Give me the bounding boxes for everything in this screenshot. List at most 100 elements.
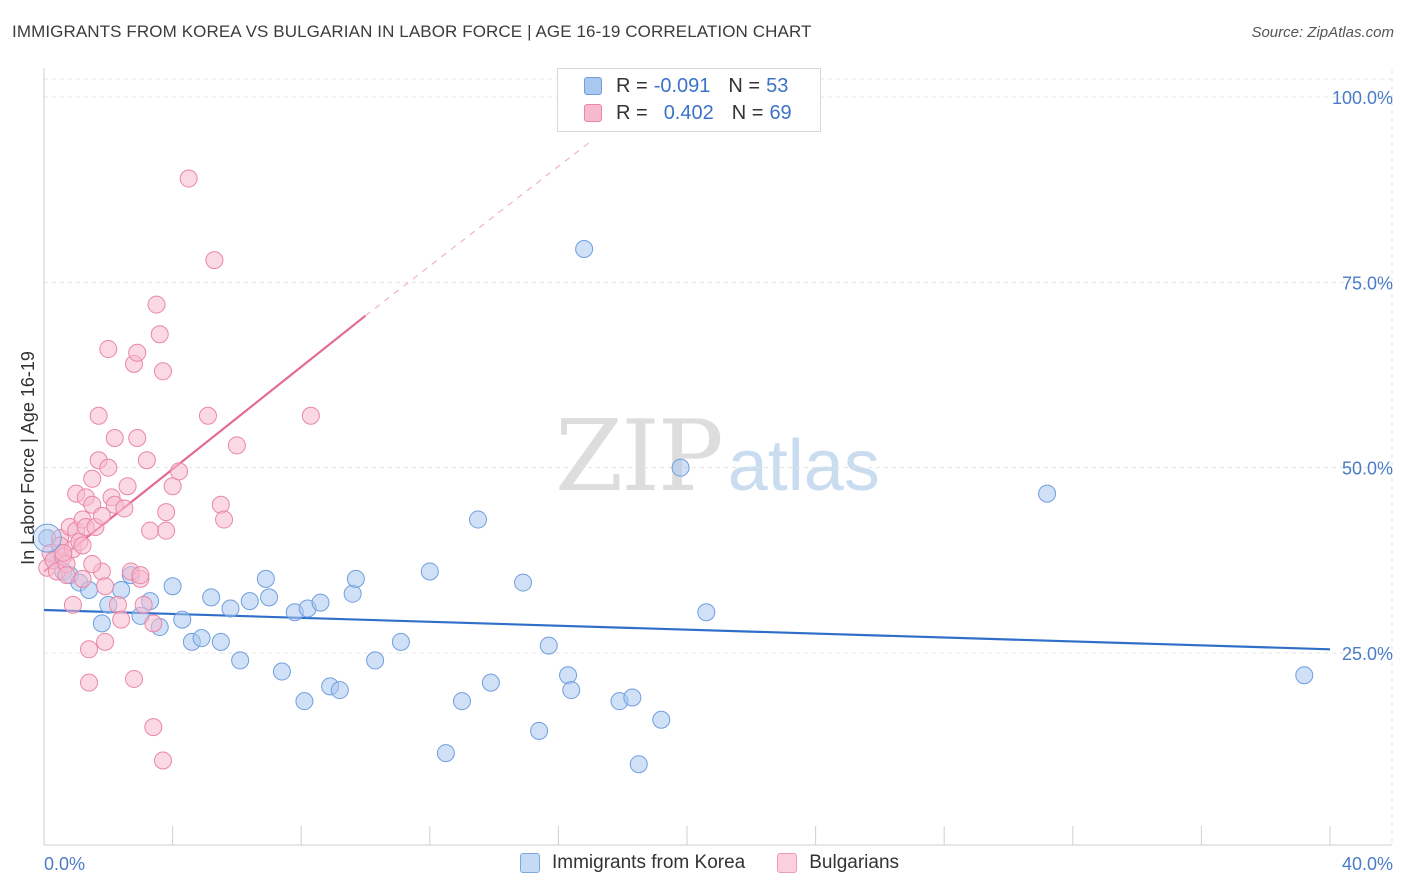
legend-n-label: N = [731, 101, 764, 124]
y-tick-label: 100.0% [1332, 88, 1393, 108]
data-point [671, 458, 690, 477]
data-points [32, 169, 1314, 774]
legend-r-label: R = [616, 74, 648, 97]
legend-n-value: 53 [766, 74, 789, 97]
data-point [80, 673, 99, 692]
data-point [301, 406, 320, 425]
data-point [131, 566, 150, 585]
y-tick-label: 25.0% [1342, 644, 1393, 664]
y-axis-label: In Labor Force | Age 16-19 [18, 351, 38, 565]
series-swatch-korea [520, 853, 540, 873]
legend-r-value: 0.402 [663, 101, 714, 124]
data-point [128, 429, 147, 448]
data-point [539, 636, 558, 655]
data-point [436, 744, 455, 763]
data-point [391, 632, 410, 651]
watermark-zip: ZIP [555, 400, 724, 514]
legend-row-korea: R = -0.091 N = 53 [584, 73, 788, 99]
data-point [153, 751, 172, 770]
data-point [697, 603, 716, 622]
data-point [481, 673, 500, 692]
data-point [54, 543, 73, 562]
data-point [530, 721, 549, 740]
data-point [311, 593, 330, 612]
data-point [420, 562, 439, 581]
series-korea [38, 239, 1314, 774]
data-point [157, 521, 176, 540]
data-point [240, 592, 259, 611]
series-legend-korea[interactable]: Immigrants from Korea [520, 852, 745, 874]
series-bulgarians [38, 169, 320, 770]
data-point [623, 688, 642, 707]
data-point [211, 495, 230, 514]
data-point [137, 451, 156, 470]
data-point [163, 477, 182, 496]
data-point [73, 536, 92, 555]
data-point [99, 458, 118, 477]
y-tick-label: 50.0% [1342, 459, 1393, 479]
data-point [89, 406, 108, 425]
data-point [63, 595, 82, 614]
series-label-bulgarians: Bulgarians [809, 852, 900, 873]
data-point [652, 710, 671, 729]
data-point [105, 429, 124, 448]
chart-title: IMMIGRANTS FROM KOREA VS BULGARIAN IN LA… [12, 22, 812, 41]
data-point [215, 510, 234, 529]
watermark-atlas: atlas [727, 426, 880, 506]
x-tick-label: 0.0% [44, 854, 85, 874]
data-point [108, 595, 127, 614]
series-legend: Immigrants from Korea Bulgarians [520, 852, 931, 874]
data-point [231, 651, 250, 670]
data-point [343, 584, 362, 603]
data-point [260, 588, 279, 607]
trend-line-korea [43, 608, 1331, 651]
data-point [366, 651, 385, 670]
data-point [141, 521, 160, 540]
data-point [147, 295, 166, 314]
data-point [330, 681, 349, 700]
data-point [256, 569, 275, 588]
data-point [173, 610, 192, 629]
data-point [295, 692, 314, 711]
watermark: ZIPatlas [555, 400, 880, 514]
data-point [272, 662, 291, 681]
tick-labels: 25.0% 50.0% 75.0% 100.0% 0.0% 40.0% [44, 88, 1393, 874]
data-point [150, 325, 169, 344]
data-point [346, 569, 365, 588]
series-legend-bulgarians[interactable]: Bulgarians [777, 852, 899, 874]
y-tick-label: 75.0% [1342, 273, 1393, 293]
legend-n-label: N = [728, 74, 761, 97]
data-point [92, 506, 111, 525]
data-point [115, 499, 134, 518]
data-point [83, 555, 102, 574]
data-point [170, 462, 189, 481]
data-point [112, 610, 131, 629]
data-point [221, 599, 240, 618]
legend-swatch-korea [584, 77, 602, 95]
data-point [163, 577, 182, 596]
trend-line-bulgarians-extrapolated [365, 141, 591, 317]
data-point [96, 577, 115, 596]
data-point [96, 632, 115, 651]
legend-swatch-bulgarians [584, 104, 602, 122]
data-point [144, 718, 163, 737]
legend-r-label: R = [616, 101, 648, 124]
data-point [80, 640, 99, 659]
data-point [92, 614, 111, 633]
legend-row-bulgarians: R = 0.402 N = 69 [584, 100, 792, 126]
source-label: Source: ZipAtlas.com [1251, 24, 1394, 41]
data-point [134, 595, 153, 614]
data-point [83, 469, 102, 488]
data-point [575, 239, 594, 258]
series-swatch-bulgarians [777, 853, 798, 873]
data-point [73, 569, 92, 588]
data-point [469, 510, 488, 529]
data-point [452, 692, 471, 711]
grid-lines [44, 70, 1393, 845]
data-point [562, 681, 581, 700]
data-point [514, 573, 533, 592]
data-point-cluster [32, 523, 62, 553]
data-point [112, 580, 131, 599]
data-point [1295, 666, 1314, 685]
